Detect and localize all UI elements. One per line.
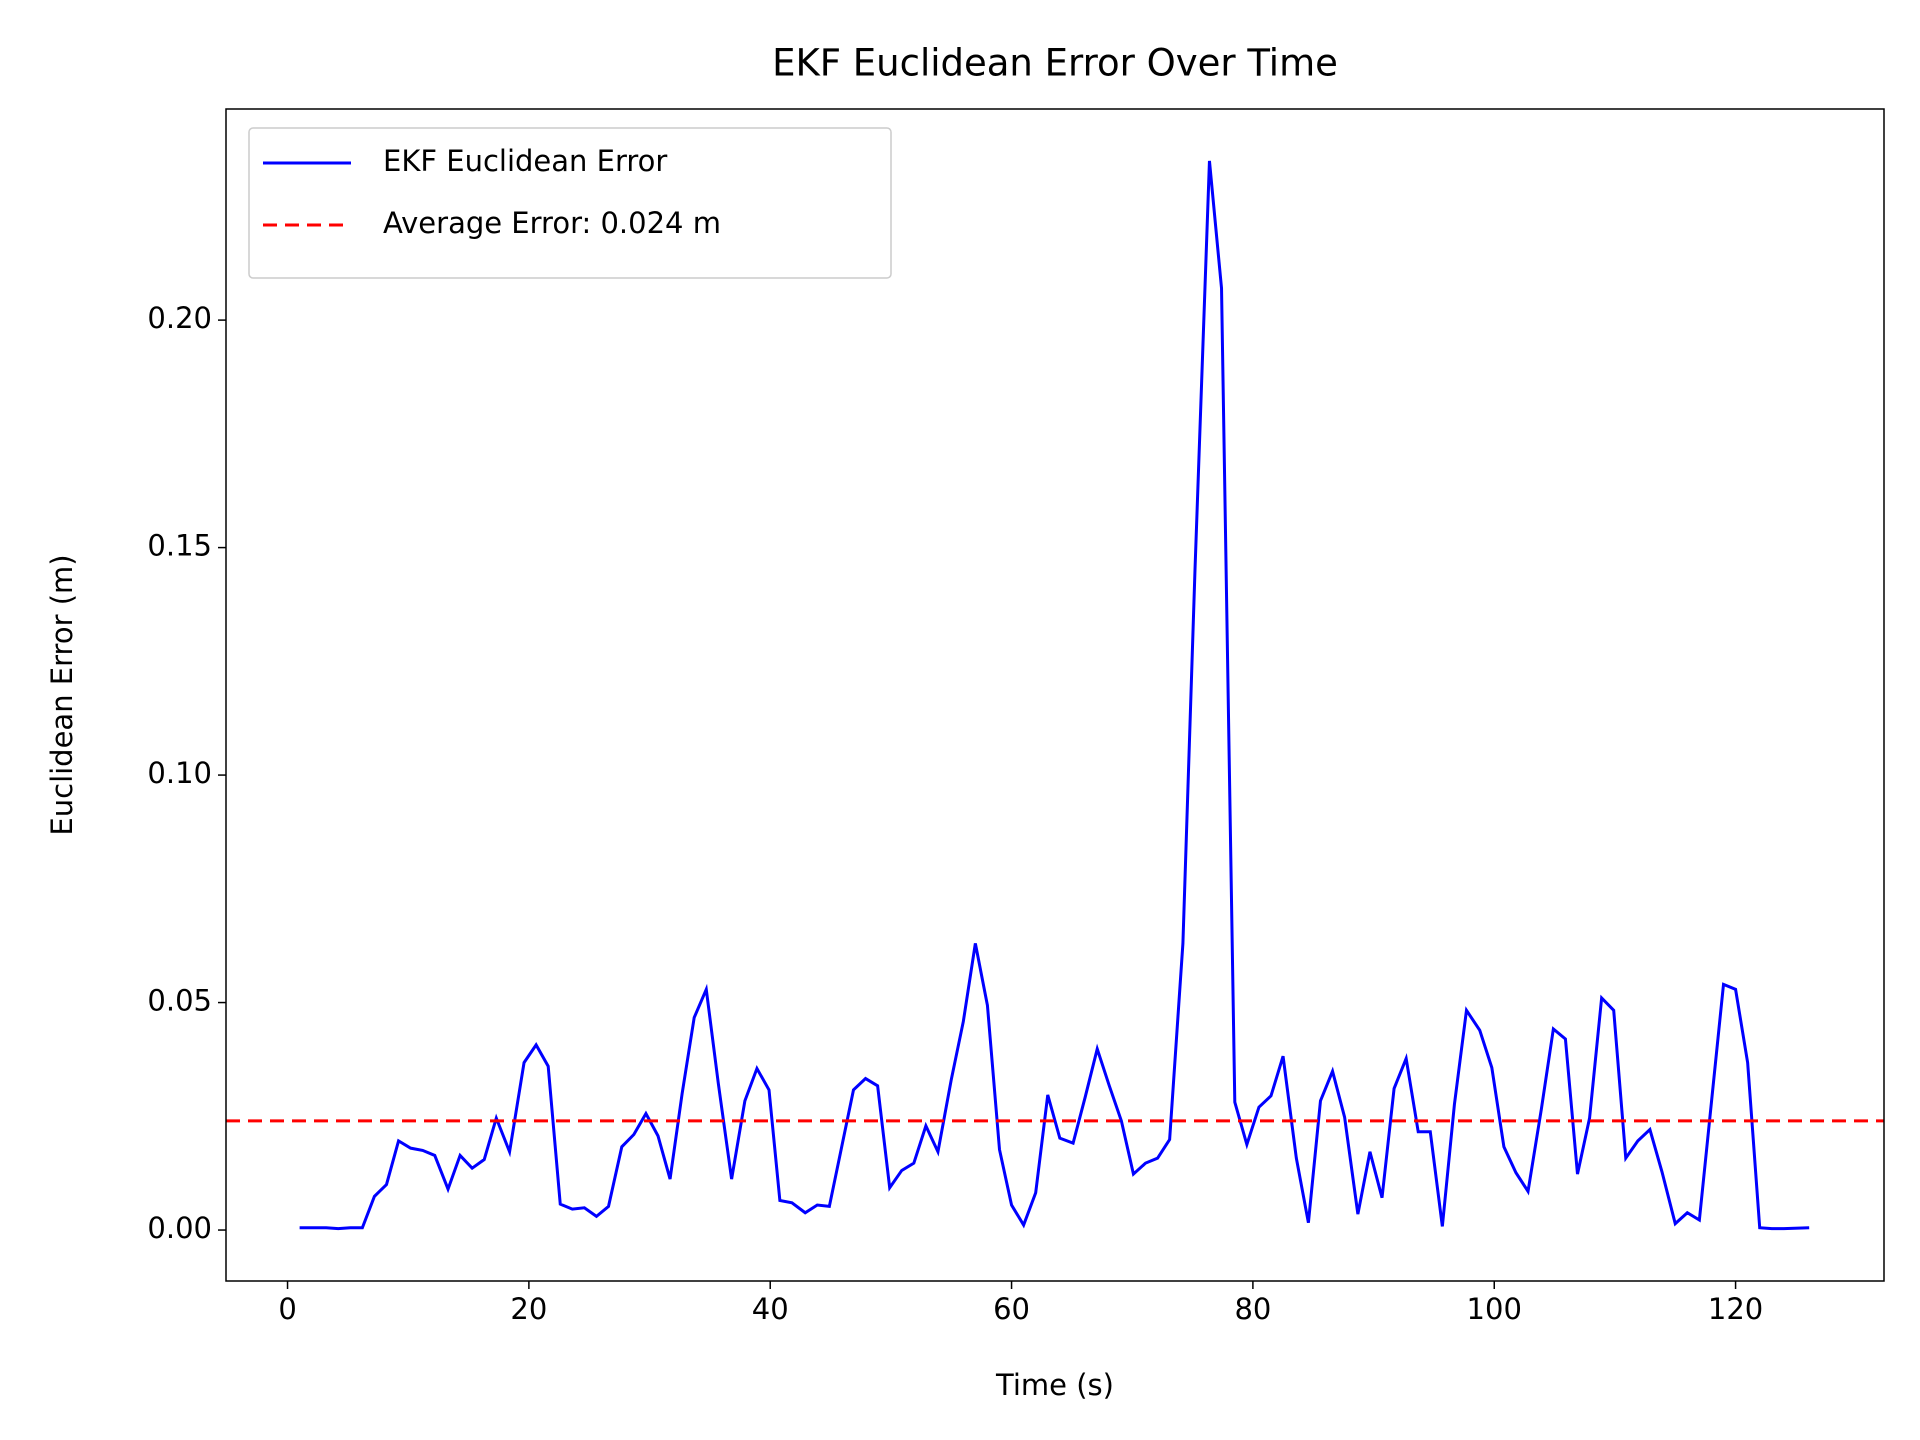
legend-label: Average Error: 0.024 m [383, 206, 721, 240]
y-tick-label: 0.10 [147, 756, 212, 790]
x-tick-label: 20 [510, 1292, 547, 1326]
y-tick-label: 0.00 [147, 1211, 212, 1245]
legend-label: EKF Euclidean Error [383, 144, 667, 178]
x-tick-label: 40 [752, 1292, 789, 1326]
x-tick-label: 0 [278, 1292, 296, 1326]
y-axis-label: Euclidean Error (m) [45, 554, 79, 835]
plot-frame [225, 108, 1885, 1282]
x-tick-label: 60 [993, 1292, 1030, 1326]
x-tick-label: 100 [1467, 1292, 1522, 1326]
y-tick-label: 0.15 [147, 529, 212, 563]
y-tick-label: 0.20 [147, 301, 212, 335]
data-line [299, 160, 1810, 1231]
x-axis-label: Time (s) [995, 1368, 1114, 1402]
y-tick-label: 0.05 [147, 984, 212, 1018]
x-tick-label: 80 [1234, 1292, 1271, 1326]
chart-title: EKF Euclidean Error Over Time [772, 42, 1338, 85]
x-tick-label: 120 [1708, 1292, 1763, 1326]
legend-box [248, 127, 892, 279]
